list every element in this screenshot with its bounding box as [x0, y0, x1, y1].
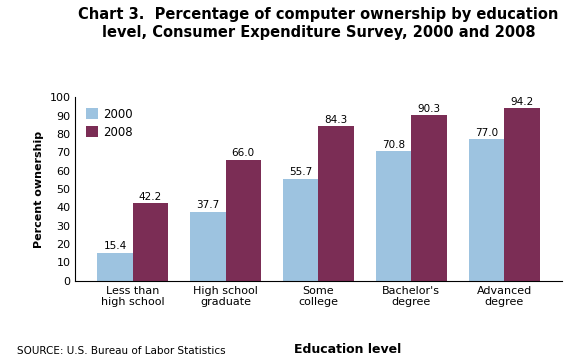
- Bar: [97, 252, 133, 281]
- Text: 55.7: 55.7: [289, 167, 313, 177]
- Bar: [376, 151, 411, 281]
- Bar: [190, 212, 226, 281]
- Text: 90.3: 90.3: [417, 104, 441, 114]
- Bar: [504, 108, 540, 281]
- Bar: [469, 139, 504, 281]
- Bar: [318, 126, 354, 281]
- Bar: [411, 115, 446, 281]
- Y-axis label: Percent ownership: Percent ownership: [34, 130, 44, 248]
- Text: SOURCE: U.S. Bureau of Labor Statistics: SOURCE: U.S. Bureau of Labor Statistics: [17, 346, 226, 356]
- Text: 77.0: 77.0: [475, 128, 498, 138]
- Text: 84.3: 84.3: [324, 115, 348, 125]
- Legend: 2000, 2008: 2000, 2008: [81, 103, 138, 143]
- Text: 66.0: 66.0: [232, 148, 255, 158]
- Text: 37.7: 37.7: [196, 200, 219, 210]
- Text: Chart 3.  Percentage of computer ownership by education
level, Consumer Expendit: Chart 3. Percentage of computer ownershi…: [78, 7, 559, 40]
- Bar: [283, 179, 318, 281]
- Text: 42.2: 42.2: [139, 192, 162, 202]
- Text: 70.8: 70.8: [382, 140, 405, 149]
- Text: Education level: Education level: [294, 343, 401, 356]
- Text: 94.2: 94.2: [510, 96, 533, 107]
- Bar: [133, 203, 168, 281]
- Bar: [226, 159, 261, 281]
- Text: 15.4: 15.4: [104, 241, 127, 251]
